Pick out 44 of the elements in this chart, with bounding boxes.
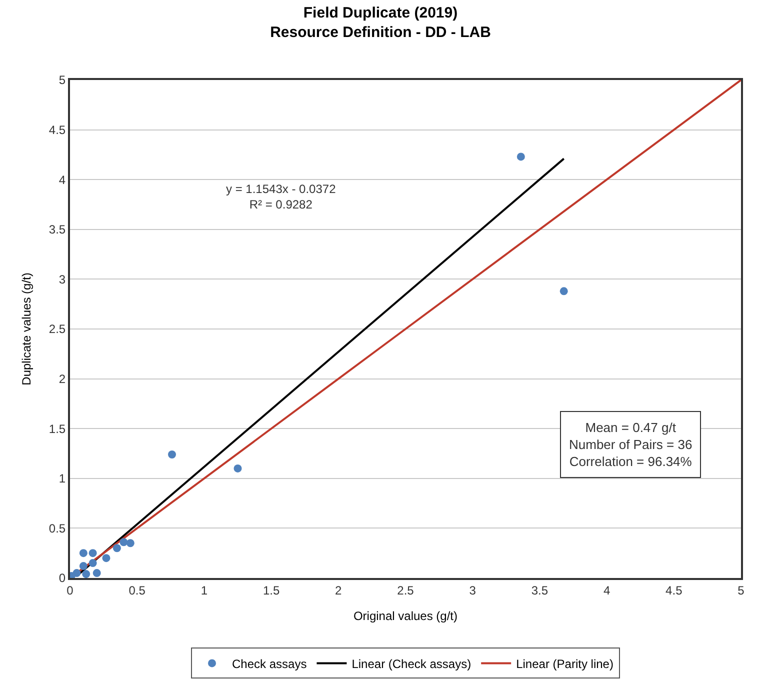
y-tick-label: 1: [58, 472, 66, 486]
x-tick-label: 4: [603, 583, 610, 598]
legend-label: Check assays: [232, 656, 307, 671]
y-tick-label: 4: [58, 172, 66, 187]
y-tick-label: 4.5: [48, 123, 66, 137]
chart-subtitle: Resource Definition - DD - LAB: [270, 24, 492, 41]
legend-label: Linear (Check assays): [352, 656, 472, 671]
point: [79, 549, 88, 558]
point: [516, 152, 525, 161]
point: [82, 570, 90, 578]
point: [79, 562, 88, 570]
y-tick-label: 2.5: [48, 322, 66, 336]
x-tick-label: 2.5: [397, 583, 414, 598]
x-tick-label: 3: [469, 583, 476, 598]
point: [92, 569, 101, 578]
x-tick-label: 4.5: [666, 583, 683, 598]
x-axis-title: Original values (g/t): [353, 608, 458, 623]
y-tick-label: 3.5: [48, 222, 66, 237]
chart-title: Field Duplicate (2019): [303, 4, 458, 22]
x-tick-label: 2: [335, 583, 342, 598]
point: [88, 559, 97, 568]
point: [88, 549, 97, 558]
point: [102, 554, 110, 562]
point: [234, 464, 242, 472]
y-tick-label: 2: [58, 372, 66, 386]
annotation: y = 1.1543x - 0.0372 R² = 0.9282: [226, 182, 336, 212]
x-tick-label: 3.5: [531, 583, 548, 598]
x-tick-label: 0.5: [128, 583, 146, 598]
y-tick-label: 3: [58, 272, 66, 286]
point: [126, 539, 134, 548]
y-tick-label: 0: [58, 571, 66, 586]
point: [112, 544, 121, 552]
legend-label: Linear (Parity line): [516, 656, 614, 671]
x-tick-label: 1: [200, 583, 208, 598]
x-tick-label: 1.5: [262, 583, 280, 598]
point: [168, 450, 176, 458]
point: [120, 538, 128, 546]
annotation: Mean = 0.47 g/t Number of Pairs = 36 Correlation = 96.34%: [569, 420, 692, 469]
y-axis-title: Duplicate values (g/t): [20, 272, 34, 386]
x-tick-label: 5: [738, 583, 745, 598]
y-tick-label: 5: [58, 73, 66, 88]
y-tick-label: 1.5: [48, 422, 66, 436]
y-tick-label: 0.5: [48, 521, 66, 536]
point: [560, 287, 568, 296]
